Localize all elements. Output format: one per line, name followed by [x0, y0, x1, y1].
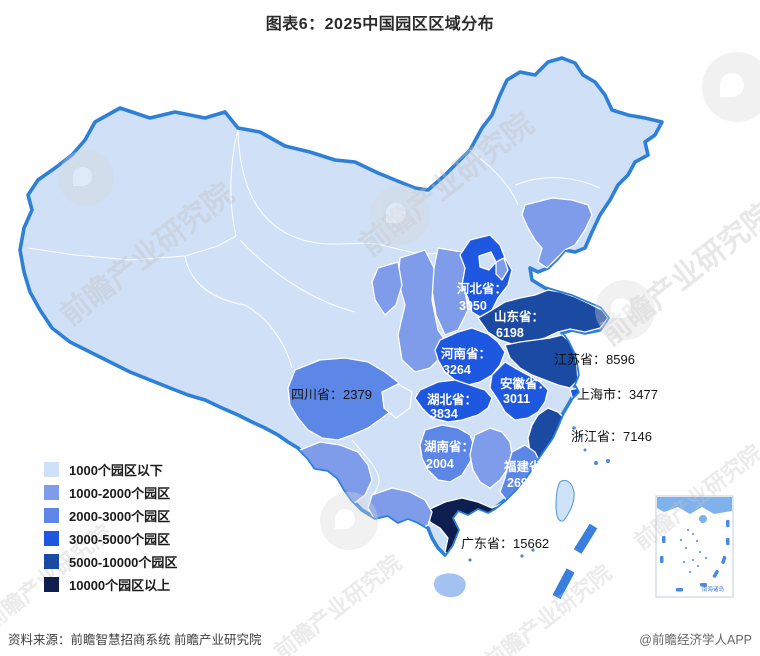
label-hebei-name: 河北省： — [457, 281, 507, 296]
internal-border — [230, 129, 239, 237]
label-guangdong: 广东省：15662 — [461, 536, 549, 551]
internal-border — [351, 439, 380, 496]
legend-label: 1000-2000个园区 — [69, 486, 171, 501]
label-hunan-name: 湖南省： — [424, 439, 474, 454]
legend-item: 1000-2000个园区 — [44, 485, 177, 501]
internal-border — [469, 149, 519, 206]
legend: 1000个园区以下 1000-2000个园区 2000-3000个园区 3000… — [44, 462, 178, 593]
label-hunan-value: 2004 — [426, 457, 454, 471]
legend-label: 5000-10000个园区 — [69, 555, 178, 570]
province-shaanxi — [397, 249, 446, 373]
legend-label: 3000-5000个园区 — [69, 532, 171, 547]
label-anhui-value: 3011 — [503, 392, 530, 406]
label-shanghai: 上海市：3477 — [577, 387, 658, 402]
province-anhui — [489, 361, 549, 421]
label-fujian-value: 2696 — [507, 476, 535, 490]
internal-border — [514, 177, 601, 189]
credit-note: @前瞻经济学人APP — [639, 633, 752, 647]
province-tianjin — [495, 257, 509, 281]
source-note: 资料来源：前瞻智慧招商系统 前瞻产业研究院 — [8, 633, 262, 647]
internal-border — [184, 255, 293, 369]
label-henan-name: 河南省： — [441, 346, 491, 361]
legend-item: 10000个园区以上 — [44, 577, 177, 593]
legend-swatch — [44, 531, 59, 546]
coastal-dots — [468, 426, 610, 562]
label-zhejiang: 浙江省：7146 — [571, 429, 652, 444]
label-jiangsu: 江苏省：8596 — [554, 352, 635, 367]
legend-item: 5000-10000个园区 — [44, 554, 178, 570]
province-hubei — [414, 379, 493, 423]
internal-border — [27, 235, 237, 261]
province-beijing — [478, 251, 497, 271]
label-sichuan: 四川省：2379 — [291, 387, 372, 402]
label-hebei-value: 3050 — [459, 299, 487, 313]
internal-border — [239, 239, 356, 313]
province-jiangxi — [469, 427, 513, 489]
legend-item: 1000个园区以下 — [44, 462, 177, 478]
label-shandong-value: 6198 — [496, 326, 524, 340]
province-chongqing — [381, 383, 413, 419]
label-hubei-value: 3834 — [430, 407, 458, 421]
page-title: 图表6：2025中国园区区域分布 — [265, 16, 495, 33]
inset-label: 南海诸岛 — [702, 585, 725, 593]
province-ningxia — [371, 261, 403, 316]
legend-swatch — [44, 485, 59, 500]
legend-label: 10000个园区以上 — [69, 578, 171, 593]
legend-swatch — [44, 508, 59, 523]
island-bar — [552, 568, 575, 600]
island-bar — [573, 523, 598, 554]
legend-item: 3000-5000个园区 — [44, 531, 177, 547]
legend-label: 2000-3000个园区 — [69, 509, 171, 524]
legend-swatch — [44, 577, 59, 592]
label-hubei-name: 湖北省： — [427, 392, 477, 407]
label-henan-value: 3264 — [443, 363, 471, 377]
legend-label: 1000个园区以下 — [69, 463, 163, 478]
label-shandong-name: 山东省： — [494, 309, 544, 324]
legend-swatch — [44, 462, 59, 477]
province-liaoning — [521, 197, 593, 269]
internal-border — [237, 131, 453, 255]
province-sichuan — [287, 357, 403, 441]
province-hunan — [419, 424, 476, 483]
label-anhui-name: 安徽省： — [500, 376, 550, 391]
legend-item: 2000-3000个园区 — [44, 508, 177, 524]
province-jiangsu — [504, 334, 579, 389]
island-hainan — [433, 573, 466, 598]
south-china-sea-inset: 南海诸岛 — [655, 495, 734, 598]
island-taiwan — [555, 479, 575, 522]
label-fujian-name: 福建省： — [503, 459, 554, 474]
legend-swatch — [44, 554, 59, 569]
